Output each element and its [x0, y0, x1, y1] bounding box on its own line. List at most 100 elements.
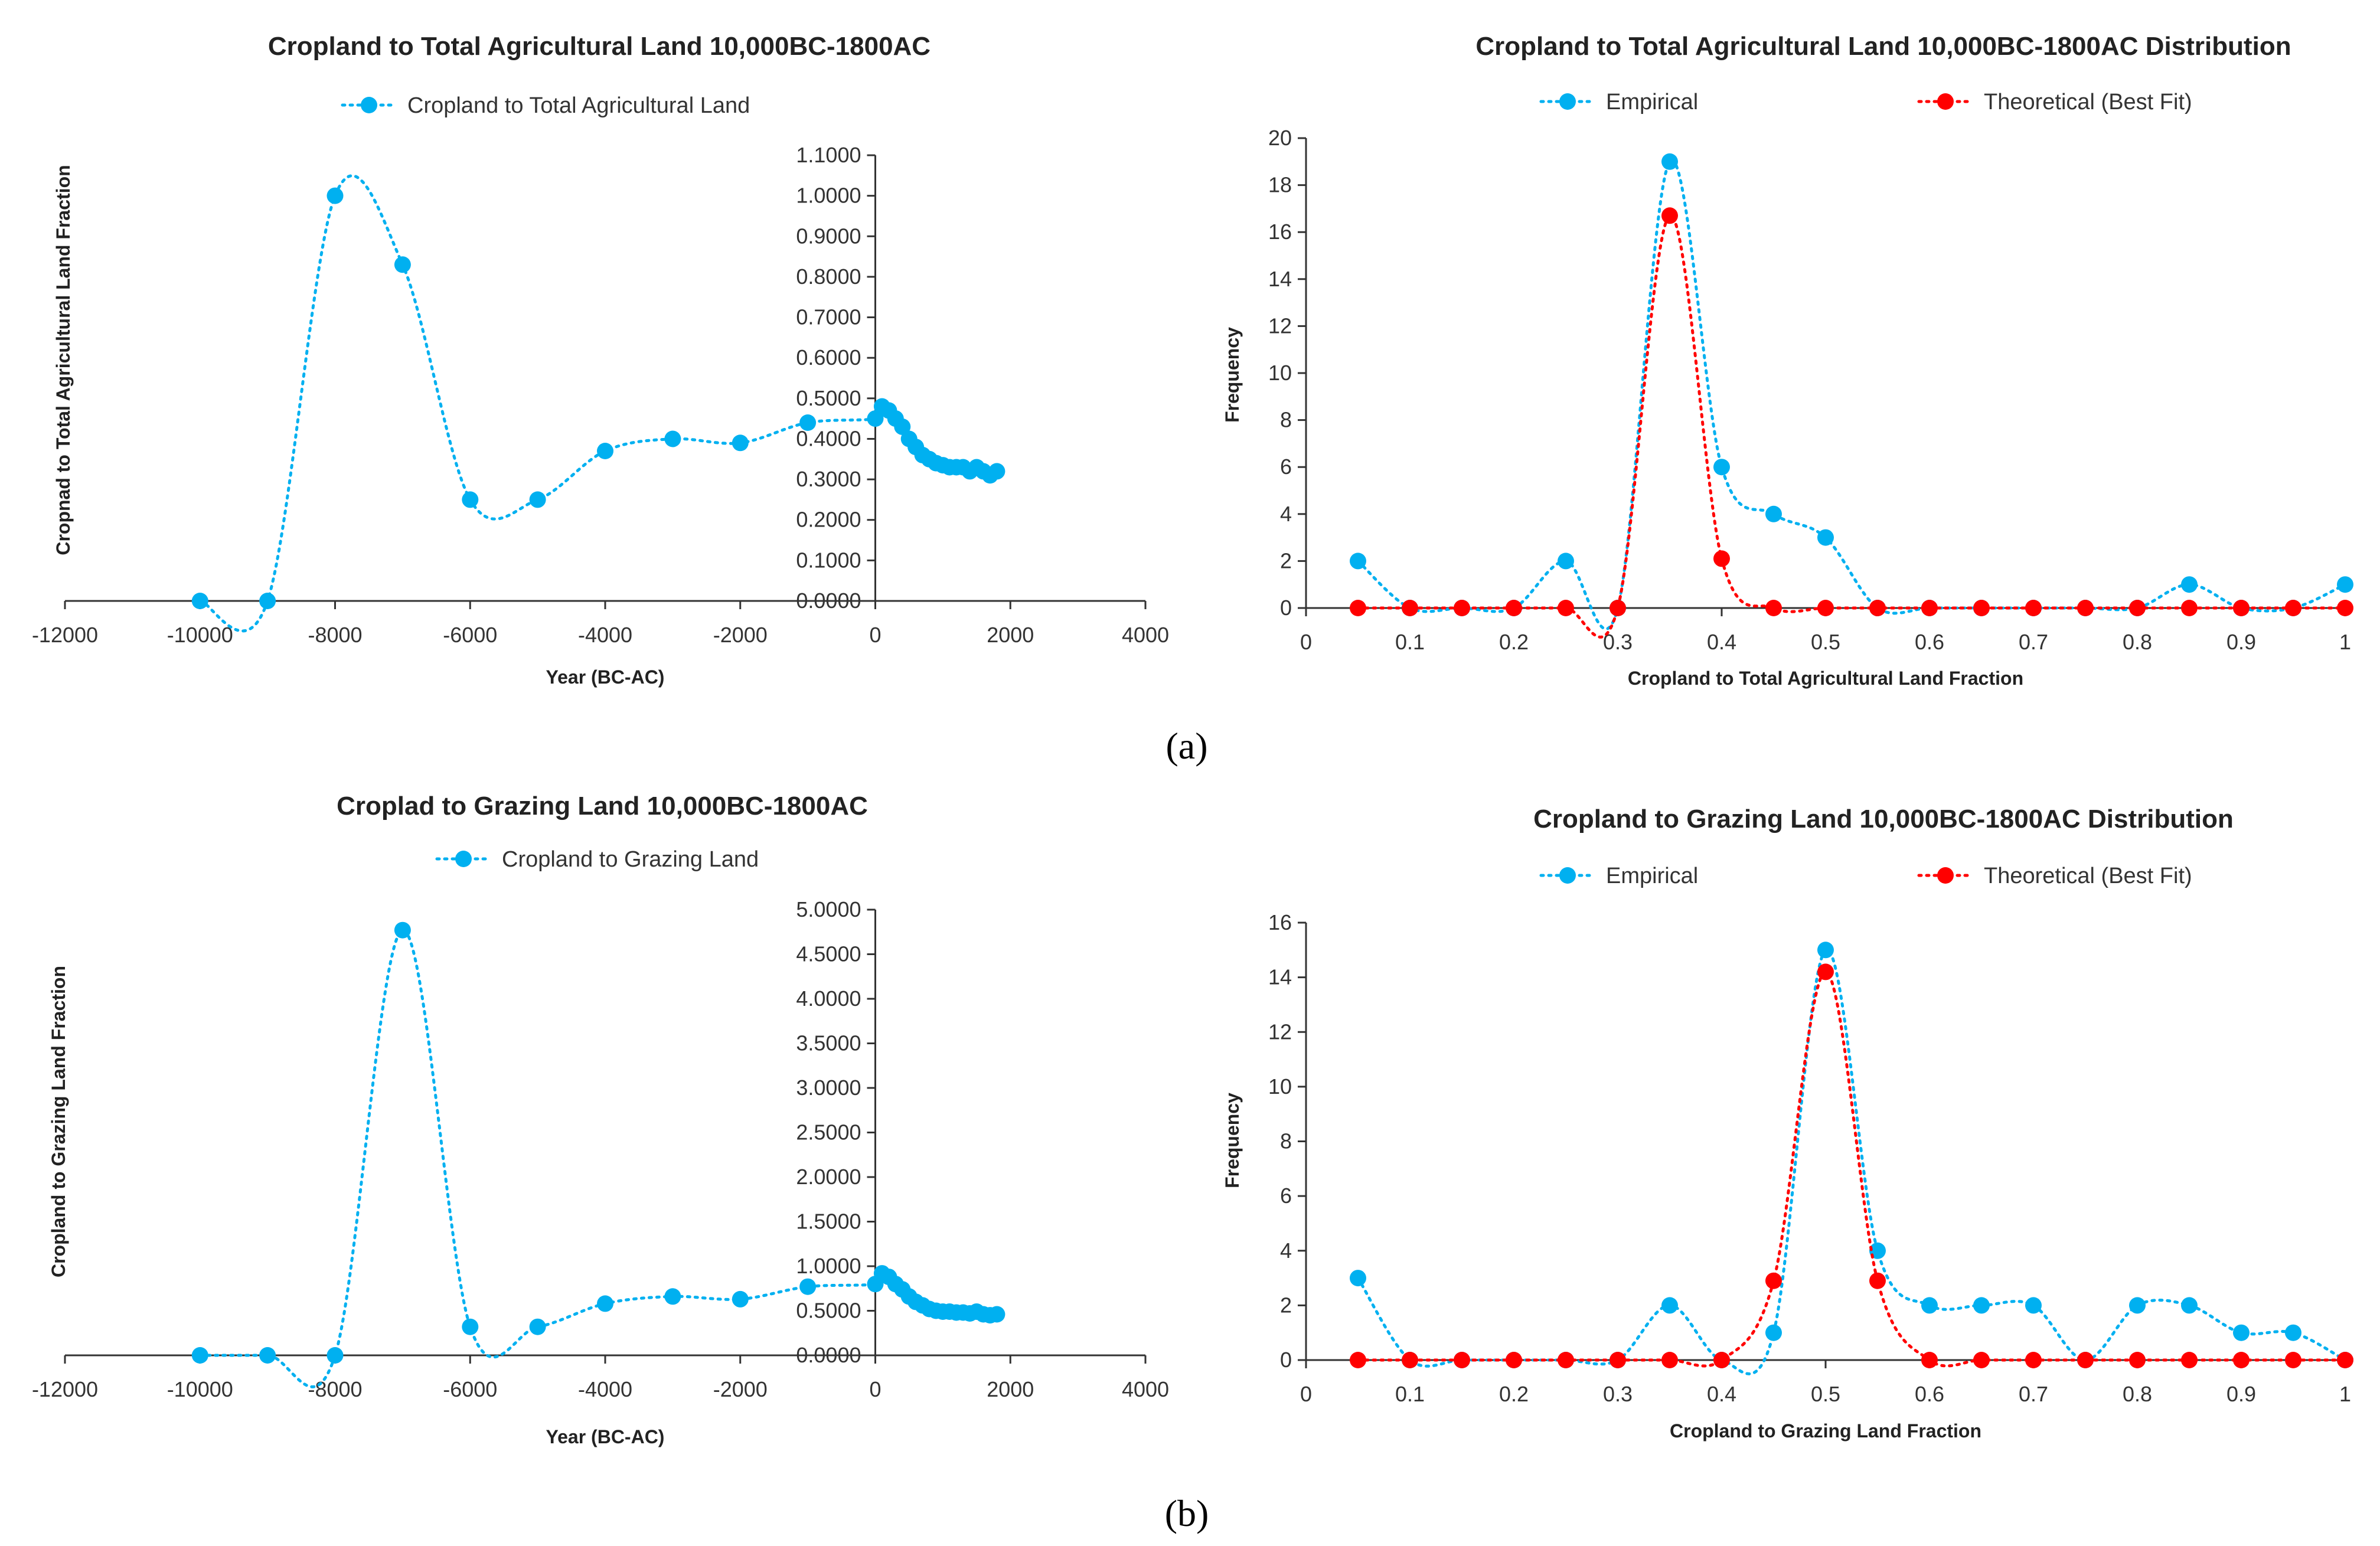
legend-item: Empirical — [1539, 864, 1698, 888]
legend-marker — [1559, 867, 1576, 884]
data-point — [2181, 1297, 2198, 1314]
data-point — [2337, 600, 2353, 616]
data-point — [1817, 963, 1834, 980]
data-point — [664, 430, 681, 447]
y-tick-label: 2 — [1280, 1293, 1292, 1317]
x-tick-label: 1 — [2339, 1382, 2351, 1406]
data-point — [1921, 1297, 1938, 1314]
data-point — [799, 1278, 817, 1295]
x-tick-label: 0.5 — [1811, 630, 1840, 654]
x-tick-label: 0.8 — [2123, 630, 2152, 654]
data-point — [867, 410, 884, 427]
series-0 — [1350, 942, 2353, 1375]
data-point — [2129, 1297, 2146, 1314]
x-tick-label: -12000 — [32, 623, 98, 647]
legend-item: Empirical — [1539, 90, 1698, 115]
data-point — [664, 1288, 681, 1305]
y-tick-label: 0.5000 — [796, 1299, 861, 1323]
data-point — [1765, 1272, 1782, 1289]
data-point — [2181, 600, 2198, 616]
x-tick-label: 0.1 — [1395, 630, 1425, 654]
y-tick-label: 0.8000 — [796, 264, 861, 289]
y-tick-label: 20 — [1268, 126, 1292, 150]
data-point — [732, 1290, 749, 1308]
x-tick-label: -4000 — [578, 1377, 632, 1401]
data-point — [1869, 600, 1886, 616]
x-tick-label: 0.7 — [2019, 1382, 2048, 1406]
y-tick-label: 16 — [1268, 220, 1292, 244]
x-tick-label: 0.5 — [1811, 1382, 1840, 1406]
x-tick-label: 0.4 — [1707, 1382, 1736, 1406]
data-point — [1973, 1297, 1990, 1314]
series-line — [198, 929, 998, 1388]
panel-label-b: (b) — [1165, 1492, 1209, 1534]
y-tick-label: 2.0000 — [796, 1165, 861, 1189]
series-line — [1356, 158, 2347, 630]
data-point — [1609, 1352, 1626, 1368]
data-point — [2129, 600, 2146, 616]
x-tick-label: -8000 — [308, 1377, 362, 1401]
y-tick-label: 0.7000 — [796, 305, 861, 329]
x-tick-label: -12000 — [32, 1377, 98, 1401]
series-line — [1356, 970, 2347, 1368]
data-point — [1921, 600, 1938, 616]
data-point — [732, 434, 749, 452]
data-point — [2285, 1352, 2301, 1368]
y-tick-label: 0.0000 — [796, 1343, 861, 1367]
y-tick-label: 3.5000 — [796, 1031, 861, 1055]
data-point — [1661, 153, 1678, 170]
data-point — [1713, 550, 1730, 567]
series-0 — [1350, 153, 2353, 630]
y-tick-label: 0.6000 — [796, 345, 861, 370]
chart-title: Cropland to Grazing Land 10,000BC-1800AC… — [1533, 805, 2234, 834]
y-tick-label: 16 — [1268, 910, 1292, 934]
y-tick-label: 14 — [1268, 965, 1292, 989]
x-tick-label: 0.2 — [1499, 1382, 1529, 1406]
data-point — [2181, 1352, 2198, 1368]
x-tick-label: -4000 — [578, 623, 632, 647]
y-tick-label: 0 — [1280, 1348, 1292, 1372]
x-tick-label: 0.6 — [1915, 1382, 1944, 1406]
data-point — [1558, 553, 1574, 570]
data-point — [1921, 1352, 1938, 1368]
y-tick-label: 0.0000 — [796, 589, 861, 613]
data-point — [529, 1318, 546, 1335]
y-tick-label: 5.0000 — [796, 897, 861, 921]
x-tick-label: -2000 — [713, 623, 768, 647]
data-point — [529, 491, 546, 508]
data-point — [2233, 1324, 2250, 1341]
legend-item: Theoretical (Best Fit) — [1917, 90, 2192, 115]
data-point — [1350, 553, 1366, 570]
x-axis-label: Year (BC-AC) — [546, 1426, 665, 1447]
y-tick-label: 8 — [1280, 1129, 1292, 1153]
x-tick-label: 0 — [1300, 1382, 1312, 1406]
y-axis-label: Frequency — [1222, 327, 1243, 423]
data-point — [1350, 600, 1366, 616]
x-tick-label: 4000 — [1122, 1377, 1169, 1401]
data-point — [1506, 600, 1522, 616]
x-tick-label: -10000 — [167, 1377, 233, 1401]
data-point — [1661, 1352, 1678, 1368]
x-tick-label: 0.6 — [1915, 630, 1944, 654]
data-point — [1869, 1272, 1886, 1289]
data-point — [1350, 1352, 1366, 1368]
x-tick-label: 0.9 — [2226, 1382, 2256, 1406]
x-tick-label: 0.1 — [1395, 1382, 1425, 1406]
y-tick-label: 18 — [1268, 173, 1292, 197]
chart-title: Cropland to Total Agricultural Land 10,0… — [268, 32, 931, 61]
data-point — [2181, 576, 2198, 593]
data-point — [988, 1306, 1005, 1323]
y-tick-label: 2 — [1280, 548, 1292, 573]
legend-label: Empirical — [1606, 90, 1698, 115]
y-tick-label: 6 — [1280, 455, 1292, 479]
data-point — [327, 1347, 344, 1364]
legend-marker — [1559, 93, 1576, 110]
y-tick-label: 3.0000 — [796, 1076, 861, 1100]
x-tick-label: -6000 — [443, 623, 497, 647]
chart-title: Cropland to Total Agricultural Land 10,0… — [1475, 32, 2291, 61]
data-point — [259, 1347, 276, 1364]
chart-b-right: Cropland to Grazing Land 10,000BC-1800AC… — [1222, 805, 2353, 1442]
y-tick-label: 0 — [1280, 596, 1292, 620]
legend-item: Theoretical (Best Fit) — [1917, 864, 2192, 888]
